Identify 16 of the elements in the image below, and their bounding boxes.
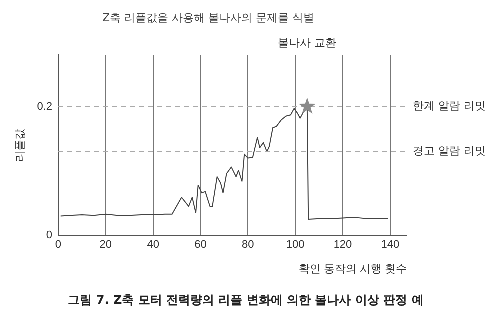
y-axis-title: 리플값 <box>14 128 27 162</box>
x-tick-label: 140 <box>381 239 400 252</box>
x-tick-label: 0 <box>55 239 62 252</box>
x-tick-label: 60 <box>194 239 207 252</box>
ref-line-label: 경고 알람 리밋 <box>413 144 486 158</box>
y-tick-label: 0.2 <box>37 100 52 113</box>
x-tick-label: 40 <box>147 239 160 252</box>
x-tick-label: 80 <box>242 239 254 252</box>
x-tick-label: 100 <box>286 239 305 252</box>
x-tick-label: 20 <box>100 239 112 252</box>
caption: 그림 7. Z축 모터 전력량의 리플 변화에 의한 볼나사 이상 판정 예 <box>67 292 425 309</box>
x-axis-title: 확인 동작의 시행 횟수 <box>298 263 407 276</box>
x-tick-label: 120 <box>334 239 352 252</box>
text: 볼나사 교환 <box>278 36 337 50</box>
ref-line-label: 한계 알람 리밋 <box>413 100 486 113</box>
chart-title: Z축 리플값을 사용해 볼나사의 문제를 식별 <box>102 11 315 24</box>
